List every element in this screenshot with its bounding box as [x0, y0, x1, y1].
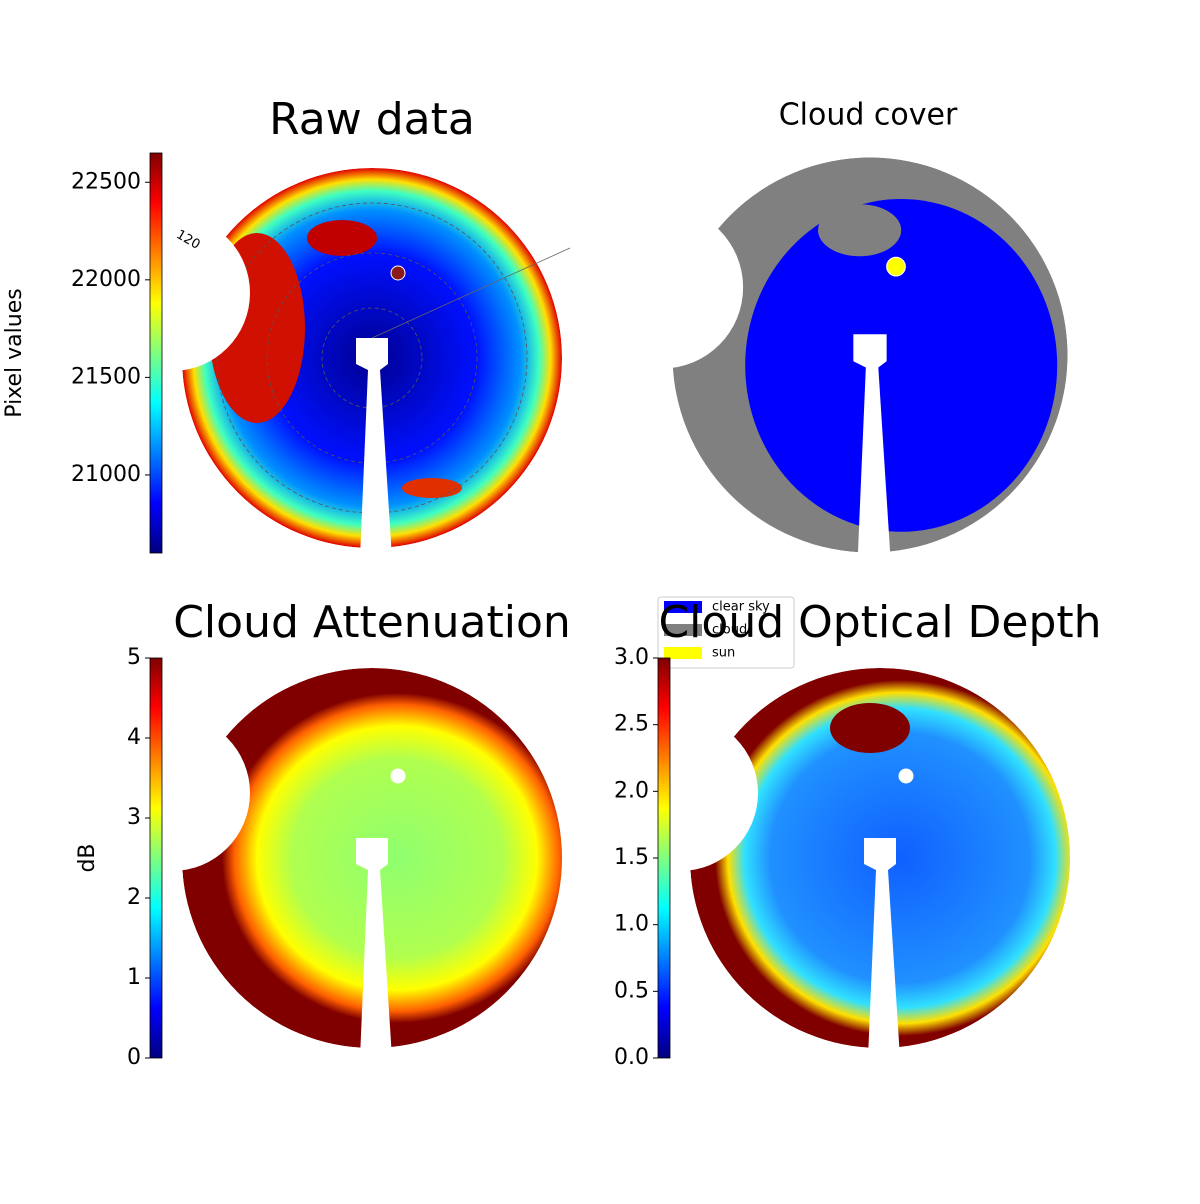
- attenuation-field: [222, 693, 572, 1023]
- colorbar-tick-label: 21500: [71, 364, 141, 389]
- sky-image: [672, 157, 1068, 563]
- legend-swatch: [664, 624, 702, 636]
- sun: [886, 256, 906, 277]
- cloud-region: [830, 703, 910, 753]
- colorbar-tick-label: 2: [127, 885, 141, 910]
- cloud-region: [402, 478, 462, 498]
- mast: [853, 334, 891, 563]
- colorbar-label: Pixel values: [2, 288, 27, 417]
- sky-image: [690, 668, 1085, 1058]
- colorbar-tick-label: 2.5: [614, 712, 649, 737]
- colorbar: [657, 657, 671, 1059]
- colorbar-tick-label: 2.0: [614, 778, 649, 803]
- clear-region: [745, 199, 1058, 532]
- panel-title: Cloud Attenuation: [173, 597, 571, 648]
- colorbar-tick-label: 21000: [71, 462, 141, 487]
- polar-grid: [216, 202, 528, 514]
- legend-swatch: [664, 601, 702, 613]
- mast: [356, 338, 392, 558]
- colorbar: [149, 657, 163, 1059]
- mast: [356, 838, 392, 1058]
- colorbar-tick-label: 3.0: [614, 645, 649, 670]
- panel-title: Cloud Optical Depth: [658, 597, 1101, 648]
- legend-label: clear sky: [712, 600, 770, 615]
- sun: [390, 768, 406, 784]
- colorbar-tick-label: 1.5: [614, 845, 649, 870]
- colorbar-tick-label: 4: [127, 725, 141, 750]
- colorbar-tick-label: 0.5: [614, 978, 649, 1003]
- colorbar-tick-label: 22500: [71, 169, 141, 194]
- colorbar-tick-label: 5: [127, 645, 141, 670]
- colorbar-tick-label: 0: [127, 1045, 141, 1070]
- panel-title: Raw data: [269, 94, 475, 145]
- polar-spoke: [371, 247, 571, 339]
- sky-image: [182, 668, 572, 1058]
- mast: [864, 838, 900, 1058]
- colorbar: [149, 152, 163, 554]
- sun: [898, 768, 914, 784]
- colorbar-tick-label: 1: [127, 965, 141, 990]
- legend-label: sun: [712, 646, 735, 661]
- colorbar-tick-label: 0.0: [614, 1045, 649, 1070]
- legend-swatch: [664, 647, 702, 659]
- colorbar-label: dB: [75, 843, 100, 872]
- polar-label: 120: [173, 227, 202, 252]
- depth-field: [715, 680, 1085, 1036]
- cloud-region: [209, 233, 305, 423]
- colorbar-tick-label: 22000: [71, 267, 141, 292]
- sky-image: [182, 168, 562, 558]
- cloud-region: [307, 220, 377, 256]
- cloud-region: [818, 204, 902, 257]
- colorbar-tick-label: 3: [127, 805, 141, 830]
- legend-label: cloud: [712, 623, 747, 638]
- panel-title: Cloud cover: [779, 98, 958, 133]
- colorbar-tick-label: 1.0: [614, 912, 649, 937]
- sun: [390, 265, 406, 281]
